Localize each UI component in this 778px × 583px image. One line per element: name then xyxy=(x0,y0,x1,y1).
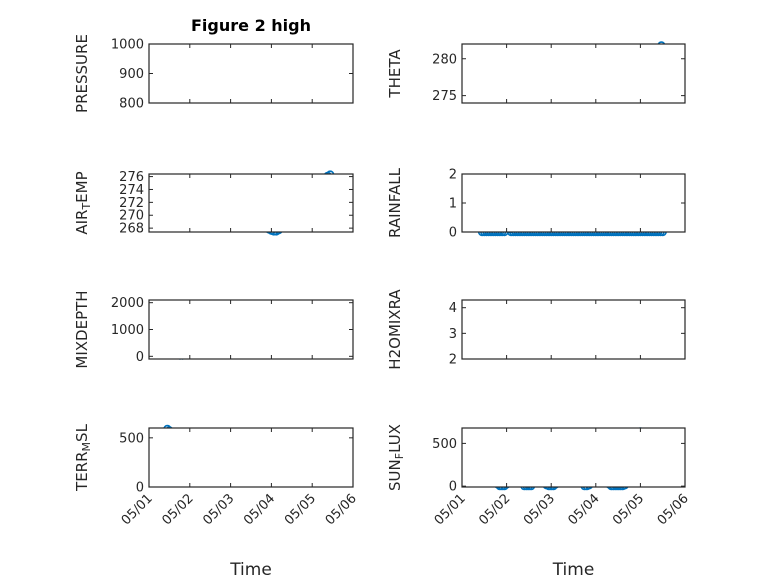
air_temp-ytick-label: 270 xyxy=(119,209,144,224)
rainfall-ytick-label: 1 xyxy=(449,197,457,212)
h2omixra-ytick-label: 3 xyxy=(449,327,457,342)
rainfall-frame xyxy=(461,173,686,233)
h2omixra-frame xyxy=(461,299,686,360)
pressure-axes: 800 900 1000 PRESSURE Figure 2 high xyxy=(73,16,354,113)
terr_msl-ylabel: TERRMSL xyxy=(73,423,93,492)
sun_flux-ytick-label: 500 xyxy=(432,437,457,452)
terr_msl-ytick-label: 500 xyxy=(119,431,144,446)
air_temp-frame xyxy=(148,173,354,233)
rainfall-ytick-label: 2 xyxy=(449,168,457,183)
theta-ytick-label: 280 xyxy=(432,52,457,67)
sun_flux-ylabel: SUNFLUX xyxy=(386,424,406,491)
pressure-ytick-label: 800 xyxy=(119,97,144,112)
mixdepth-ytick-label: 1000 xyxy=(111,323,144,338)
theta-ytick-label: 275 xyxy=(432,89,457,104)
mixdepth-ytick-label: 2000 xyxy=(111,296,144,311)
sun_flux-ytick-label: 0 xyxy=(449,480,457,495)
figure-title: Figure 2 high xyxy=(191,16,311,35)
air_temp-ytick-label: 272 xyxy=(119,196,144,211)
theta-axes: 275 280 THETA xyxy=(386,41,686,104)
rainfall-ylabel: RAINFALL xyxy=(386,167,404,238)
rainfall-ytick-label: 0 xyxy=(449,226,457,241)
air_temp-ylabel: AIRTEMP xyxy=(73,171,93,234)
pressure-frame xyxy=(148,43,354,104)
h2omixra-ytick-label: 4 xyxy=(449,301,457,316)
theta-ylabel: THETA xyxy=(386,49,404,99)
mixdepth-ylabel: MIXDEPTH xyxy=(73,290,91,368)
air_temp-ytick-label: 276 xyxy=(119,170,144,185)
air_temp-ytick-label: 268 xyxy=(119,222,144,237)
pressure-ylabel: PRESSURE xyxy=(73,34,91,113)
h2omixra-ylabel: H2OMIXRA xyxy=(386,289,404,370)
mixdepth-ytick-label: 0 xyxy=(136,350,144,365)
mixdepth-frame xyxy=(148,299,354,360)
terr_msl-xlabel: Time xyxy=(229,560,272,580)
h2omixra-axes: 2 3 4 H2OMIXRA xyxy=(386,289,686,370)
air_temp-ytick-label: 274 xyxy=(119,183,144,198)
h2omixra-ytick-label: 2 xyxy=(449,353,457,368)
terr_msl-frame xyxy=(148,427,354,488)
sun_flux-frame xyxy=(461,427,686,488)
pressure-ytick-label: 1000 xyxy=(111,38,144,53)
theta-frame xyxy=(461,43,686,104)
rainfall-axes: 0 1 2 RAINFALL xyxy=(386,167,686,241)
mixdepth-axes: 0 1000 2000 MIXDEPTH xyxy=(73,290,354,369)
sun_flux-xlabel: Time xyxy=(552,560,595,580)
terr_msl-ytick-label: 0 xyxy=(136,481,144,496)
pressure-ytick-label: 900 xyxy=(119,67,144,82)
